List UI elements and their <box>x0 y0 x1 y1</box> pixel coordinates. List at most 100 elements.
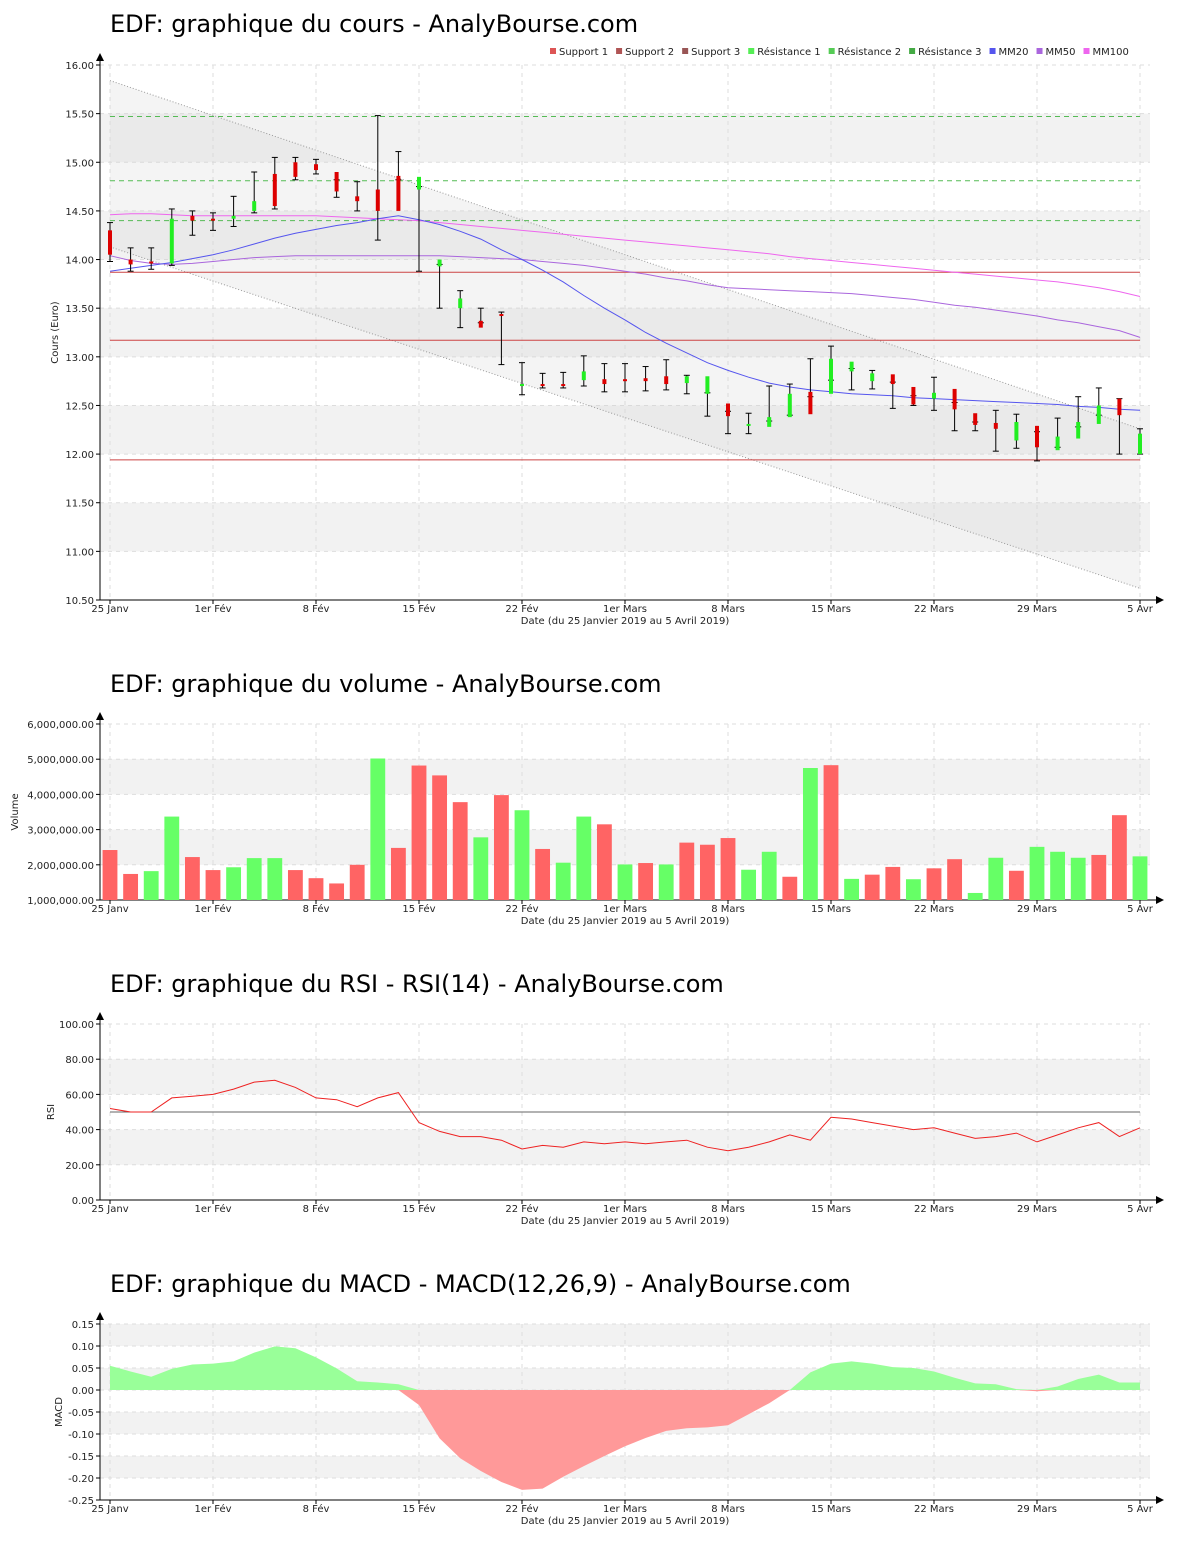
price-chart-panel: EDF: graphique du cours - AnalyBourse.co… <box>0 0 1200 650</box>
y-tick-label: 11.50 <box>65 499 94 510</box>
volume-bar <box>823 765 839 900</box>
volume-bar <box>473 837 489 900</box>
candle-body <box>1076 421 1081 439</box>
x-tick-label: 8 Fév <box>303 1203 330 1215</box>
candle-body <box>746 423 751 426</box>
volume-bar <box>246 858 262 900</box>
candle-body <box>643 378 648 382</box>
y-tick-label: 0.00 <box>72 1196 94 1207</box>
x-axis-arrow <box>1156 1496 1164 1504</box>
volume-bar <box>390 847 406 900</box>
candle-body <box>314 164 318 171</box>
x-tick-label: 22 Fév <box>505 1203 538 1215</box>
y-tick-label: 4,000,000.00 <box>27 790 94 801</box>
legend-swatch <box>828 48 835 54</box>
y-tick-label: 6,000,000.00 <box>27 720 94 731</box>
x-tick-label: 15 Fév <box>402 1203 435 1215</box>
x-tick-label: 22 Fév <box>505 903 538 915</box>
x-tick-label: 25 Janv <box>91 904 128 915</box>
y-tick-label: 10.50 <box>65 596 94 607</box>
volume-chart-panel: EDF: graphique du volume - AnalyBourse.c… <box>0 660 1200 940</box>
volume-bar <box>287 870 303 900</box>
volume-bar <box>102 850 118 900</box>
x-axis-arrow <box>1156 596 1164 604</box>
legend-swatch <box>748 48 755 54</box>
legend-label: Support 1 <box>559 47 608 58</box>
candle-body <box>993 422 998 429</box>
candle-body <box>849 361 854 372</box>
y-tick-label: 0.10 <box>72 1342 94 1353</box>
candle-body <box>149 261 154 264</box>
candle-body <box>1014 421 1019 441</box>
candle-body <box>561 384 566 387</box>
y-tick-label: 0.15 <box>72 1320 94 1331</box>
x-tick-label: 25 Janv <box>91 1204 128 1215</box>
y-tick-label: 12.00 <box>65 450 94 461</box>
candle-body <box>726 403 730 417</box>
x-tick-label: 29 Mars <box>1017 1204 1057 1215</box>
candle-body <box>684 376 689 384</box>
x-axis-arrow <box>1156 896 1164 904</box>
candle-body <box>169 218 174 264</box>
volume-bar <box>514 810 530 900</box>
x-tick-label: 1er Fév <box>194 1203 231 1215</box>
y-tick-label: 60.00 <box>65 1090 94 1101</box>
candle-body <box>231 215 236 219</box>
x-tick-label: 22 Mars <box>914 1204 954 1215</box>
volume-bar <box>143 871 159 900</box>
candle-body <box>437 259 442 267</box>
x-axis-label: Date (du 25 Janvier 2019 au 5 Avril 2019… <box>521 1216 730 1227</box>
y-axis-arrow <box>96 712 104 720</box>
y-tick-label: 40.00 <box>65 1126 94 1137</box>
volume-bar <box>741 869 757 900</box>
x-tick-label: 8 Mars <box>711 604 745 615</box>
volume-bar <box>844 878 860 900</box>
candle-body <box>1117 398 1122 416</box>
volume-bar <box>720 838 736 900</box>
volume-bar <box>226 867 242 900</box>
x-tick-label: 8 Fév <box>303 603 330 615</box>
candle-body <box>293 162 298 177</box>
x-tick-label: 8 Mars <box>711 904 745 915</box>
y-tick-label: -0.20 <box>68 1474 94 1485</box>
volume-bar <box>1029 846 1045 900</box>
volume-bar <box>926 868 942 900</box>
volume-bar <box>885 866 901 900</box>
candle-body <box>581 371 586 381</box>
y-tick-label: 100.00 <box>59 1020 94 1031</box>
x-tick-label: 5 Avr <box>1127 1204 1154 1215</box>
y-axis-arrow <box>96 53 104 61</box>
volume-bar <box>617 864 633 900</box>
candle-body <box>458 298 463 309</box>
volume-bar <box>349 864 365 900</box>
x-tick-label: 29 Mars <box>1017 604 1057 615</box>
candle-body <box>190 215 195 221</box>
y-tick-label: -0.05 <box>68 1408 94 1419</box>
candle-body <box>705 376 710 394</box>
volume-bar <box>967 892 983 900</box>
candle-body <box>211 218 215 221</box>
candle-body <box>355 196 360 202</box>
legend-label: MM50 <box>1046 47 1076 58</box>
volume-chart-title: EDF: graphique du volume - AnalyBourse.c… <box>110 670 662 698</box>
legend-label: MM100 <box>1093 47 1129 58</box>
x-tick-label: 1er Mars <box>603 604 647 615</box>
candle-body <box>767 417 772 427</box>
mm20-line <box>109 215 1141 411</box>
volume-bar <box>699 844 715 900</box>
volume-bar <box>164 816 180 900</box>
volume-bar <box>370 758 386 900</box>
rsi-line <box>109 1079 1141 1152</box>
y-tick-label: 3,000,000.00 <box>27 826 94 837</box>
volume-bar <box>638 863 654 900</box>
candle-body <box>540 384 545 387</box>
candle-body <box>252 201 257 211</box>
macd-negative-area <box>110 1390 1140 1490</box>
legend-label: Support 2 <box>625 47 674 58</box>
x-tick-label: 5 Avr <box>1127 1504 1154 1515</box>
legend-swatch <box>616 48 623 54</box>
y-tick-label: 13.00 <box>65 353 94 364</box>
rsi-chart: 0.00 20.00 40.00 60.00 80.00 100.00 25 Janv 1er… <box>46 1012 1164 1227</box>
y-tick-label: 0.05 <box>72 1364 94 1375</box>
y-tick-label: -0.10 <box>68 1430 94 1441</box>
